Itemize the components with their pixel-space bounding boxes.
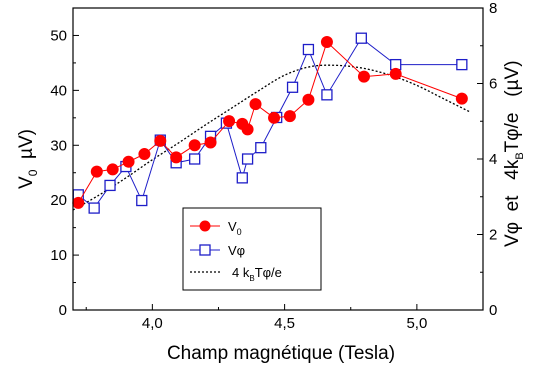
v0-data-point xyxy=(138,148,151,161)
v0-data-point xyxy=(72,196,85,209)
y-right-tick-label: 4 xyxy=(489,151,497,168)
y-right-title-sub: B xyxy=(514,152,526,159)
legend-label-v0: V0 xyxy=(228,219,242,237)
y-right-axis-title: Vφ et 4kBTφ/e (µV) xyxy=(502,45,526,274)
vphi-data-point xyxy=(302,43,315,56)
v0-data-point xyxy=(268,111,281,124)
y-right-tick-label: 0 xyxy=(489,302,497,319)
v0-data-point xyxy=(90,165,103,178)
v0-data-point xyxy=(188,139,201,152)
y-left-tick-label: 10 xyxy=(50,247,67,264)
v0-data-point xyxy=(204,136,217,149)
v0-data-point xyxy=(170,151,183,164)
vphi-data-point xyxy=(189,153,201,165)
v0-data-point xyxy=(389,67,402,80)
vphi-data-point xyxy=(355,32,367,44)
y-left-tick-label: 50 xyxy=(50,27,67,44)
v0-data-point xyxy=(320,36,333,49)
v0-data-point xyxy=(241,123,254,136)
x-tick-label: 4,5 xyxy=(274,315,295,332)
plot-frame xyxy=(72,7,484,311)
x-axis-title: Champ magnétique (Tesla) xyxy=(167,343,395,364)
x-tick-label: 4,0 xyxy=(142,315,163,332)
vphi-data-point xyxy=(241,153,254,165)
y-left-title-unit: µV) xyxy=(16,129,37,170)
x-tick-label: 5,0 xyxy=(406,315,427,332)
data-series-layer xyxy=(72,32,468,214)
v0-series-line xyxy=(77,41,463,204)
legend-label-vphi: Vφ xyxy=(228,243,245,258)
vphi-data-point xyxy=(104,179,116,192)
legend-marker-vphi xyxy=(199,244,211,256)
legend-marker-v0 xyxy=(199,220,211,232)
y-right-tick-label: 2 xyxy=(489,227,497,244)
y-left-title-sub: 0 xyxy=(26,169,40,176)
y-left-tick-label: 40 xyxy=(50,82,67,99)
v0-data-point xyxy=(154,134,167,147)
vphi-data-point xyxy=(456,58,468,71)
v0-data-point xyxy=(122,155,135,168)
y-right-tick-label: 8 xyxy=(489,0,497,17)
legend-label-theory: 4 kBTφ/e xyxy=(232,265,282,283)
vphi-series-line xyxy=(77,37,462,209)
y-right-title-part1: Vφ et 4k xyxy=(502,159,523,247)
v0-data-point xyxy=(455,92,468,105)
legend: V0 Vφ 4 kBTφ/e xyxy=(182,207,322,291)
v0-data-point xyxy=(106,163,119,176)
vphi-data-point xyxy=(286,81,299,93)
vphi-data-point xyxy=(236,172,248,184)
y-left-axis-title: V0 µV) xyxy=(16,129,40,189)
y-left-title-main: V xyxy=(16,176,37,189)
vphi-data-point xyxy=(136,194,148,207)
v0-data-point xyxy=(249,98,262,111)
y-left-tick-label: 20 xyxy=(50,192,67,209)
vphi-data-point xyxy=(88,202,100,214)
v0-data-point xyxy=(223,115,236,128)
v0-data-point xyxy=(283,110,296,123)
y-left-tick-label: 30 xyxy=(50,137,67,154)
v0-data-point xyxy=(302,93,315,106)
y-right-tick-label: 6 xyxy=(489,76,497,93)
vphi-data-point xyxy=(255,142,267,154)
axis-ticks: 4,0 4,5 5,0 0 10 20 30 40 50 0 2 4 6 8 xyxy=(50,0,497,332)
y-right-title-part2: Tφ/e (µV) xyxy=(502,60,523,152)
theory-curve-layer xyxy=(72,64,471,211)
vphi-data-point xyxy=(321,89,333,101)
v0-data-point xyxy=(357,70,370,83)
theory-curve xyxy=(72,64,471,211)
y-left-tick-label: 0 xyxy=(59,302,67,319)
